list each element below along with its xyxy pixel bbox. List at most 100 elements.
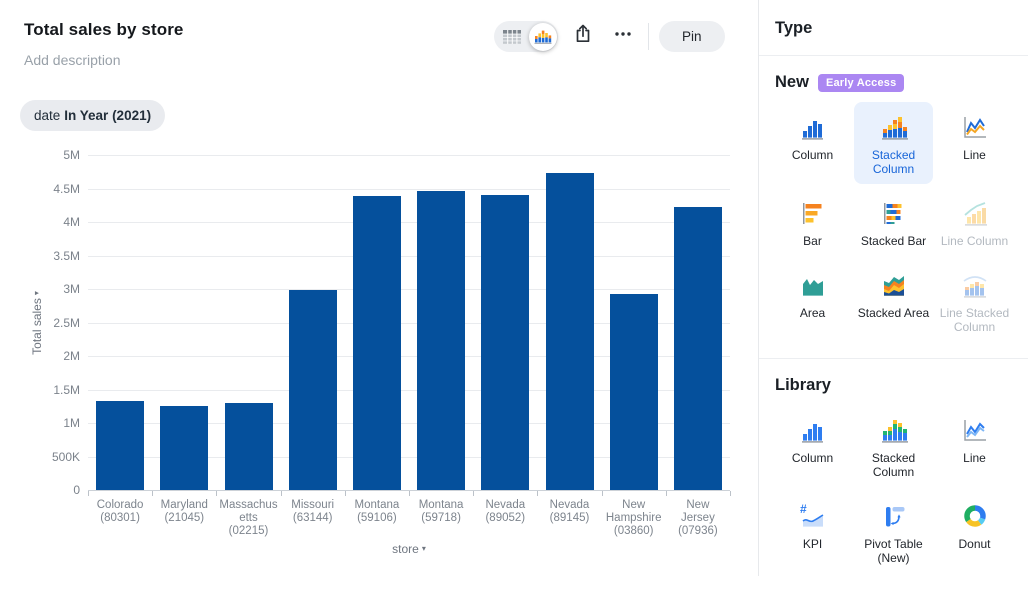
sidebar-title: Type (775, 19, 813, 37)
view-toggle (494, 21, 558, 52)
column-icon (797, 113, 829, 141)
bar-chart: Total sales▾ store ▾ 0 500K 1M 1.5M 2M 2.5M 3M 3… (0, 140, 758, 576)
area-icon (797, 271, 829, 299)
bar[interactable] (352, 195, 401, 490)
stacked-column-icon (878, 113, 910, 141)
kpi-icon: # (797, 502, 829, 530)
early-access-badge: Early Access (817, 73, 905, 92)
description-placeholder[interactable]: Add description (24, 52, 121, 68)
y-tick-label: 4M (63, 215, 80, 229)
chart-type-kpi[interactable]: # KPI (773, 491, 852, 573)
x-axis-tick (88, 491, 89, 496)
x-axis-tick (665, 491, 667, 496)
chart-type-label: Area (799, 306, 826, 320)
y-tick-label: 1M (63, 416, 80, 430)
section-library: Library Column Stacked Column Line # KPI … (759, 358, 1028, 589)
chart-type-pivot-table-new[interactable]: Pivot Table (New) (854, 491, 933, 573)
x-category-label: New Jersey (07936) (678, 499, 718, 537)
section-heading-new: New (775, 73, 809, 91)
x-category-label: Montana (59106) (354, 499, 400, 524)
y-tick-label: 2M (63, 349, 80, 363)
chart-type-donut[interactable]: Donut (935, 491, 1014, 573)
page-title: Total sales by store (24, 20, 184, 39)
x-axis-tick (537, 491, 539, 496)
bar[interactable] (545, 173, 594, 490)
section-heading-library: Library (775, 376, 831, 394)
y-tick-label: 4.5M (53, 181, 80, 196)
x-axis-title[interactable]: store ▾ (392, 542, 426, 556)
bar[interactable] (160, 406, 209, 490)
y-tick-label: 5M (63, 148, 80, 162)
x-axis-tick (216, 491, 218, 496)
chart-type-label: Bar (803, 234, 822, 248)
chart-type-grid-new: Column Stacked Column Line Bar Stacked B… (773, 102, 1014, 342)
svg-text:#: # (800, 502, 807, 516)
bar[interactable] (96, 400, 145, 490)
bar[interactable] (481, 195, 530, 490)
y-tick-label: 1.5M (53, 382, 80, 397)
chart-view-icon[interactable] (529, 22, 557, 51)
pin-button[interactable]: Pin (659, 21, 725, 52)
stacked-area-icon (878, 271, 910, 299)
chart-type-area[interactable]: Area (773, 260, 852, 342)
x-category-label: Montana (59718) (418, 499, 464, 524)
y-tick-label: 0 (73, 483, 80, 497)
share-button[interactable] (568, 21, 598, 52)
gridline (88, 289, 730, 290)
x-axis-dropdown-icon: ▾ (421, 544, 426, 553)
chart-type-sidebar: Type New Early Access Column Stacked Col… (758, 0, 1028, 576)
line-column-icon (959, 199, 991, 227)
chart-type-column[interactable]: Column (773, 102, 852, 184)
filter-field: date (34, 108, 61, 123)
table-view-icon[interactable] (501, 28, 523, 45)
chart-type-label: Stacked Area (857, 306, 930, 320)
bar[interactable] (673, 206, 722, 490)
chart-toolbar: Pin (494, 21, 725, 52)
chart-type-stacked-bar[interactable]: Stacked Bar (854, 188, 933, 256)
x-axis-tick (601, 491, 603, 496)
chart-type-bar[interactable]: Bar (773, 188, 852, 256)
share-icon (572, 23, 594, 50)
chart-type-label: Line (963, 148, 986, 162)
chart-type-line[interactable]: Line (935, 102, 1014, 184)
chart-type-grid-library: Column Stacked Column Line # KPI Pivot Ta… (773, 405, 1014, 573)
x-category-label: Nevada (89145) (549, 499, 590, 524)
gridline (88, 423, 730, 424)
bar[interactable] (417, 191, 466, 490)
ellipsis-icon (612, 23, 634, 50)
gridline (88, 255, 730, 257)
x-category-label: Nevada (89052) (485, 499, 526, 524)
chart-type-label: Line Stacked Column (939, 306, 1010, 334)
x-category-label: Massachusetts (02215) (219, 499, 278, 537)
x-category-label: Maryland (21045) (160, 499, 208, 524)
chart-type-label: Stacked Column (871, 148, 916, 176)
gridline (88, 188, 730, 190)
x-axis-tick (473, 491, 475, 496)
chart-type-stacked-column[interactable]: Stacked Column (854, 405, 933, 487)
chart-panel: Total sales by store Add description dat… (0, 20, 758, 576)
bar[interactable] (224, 402, 273, 490)
filter-condition: In Year (2021) (64, 108, 152, 123)
y-tick-label: 3.5M (53, 248, 80, 263)
date-filter-pill[interactable]: date In Year (2021) (20, 100, 166, 131)
bar[interactable] (288, 290, 337, 490)
stacked-column-lib-icon (878, 416, 910, 444)
x-category-label: New Hampshire (03860) (605, 499, 662, 537)
more-menu-button[interactable] (608, 21, 638, 52)
gridline (88, 356, 730, 357)
chart-type-line[interactable]: Line (935, 405, 1014, 487)
gridline (88, 155, 730, 156)
chart-type-label: Donut (958, 537, 991, 551)
y-tick-label: 3M (63, 282, 80, 296)
chart-type-stacked-column[interactable]: Stacked Column (854, 102, 933, 184)
chart-type-stacked-area[interactable]: Stacked Area (854, 260, 933, 342)
bar[interactable] (609, 294, 658, 490)
y-tick-label: 2.5M (53, 315, 80, 330)
gridline (88, 222, 730, 223)
x-axis-tick (730, 491, 731, 496)
chart-type-label: Pivot Table (New) (864, 537, 923, 565)
chart-type-label: Stacked Bar (860, 234, 927, 248)
x-axis-tick (344, 491, 346, 496)
chart-type-label: Line (963, 451, 986, 465)
chart-type-column[interactable]: Column (773, 405, 852, 487)
